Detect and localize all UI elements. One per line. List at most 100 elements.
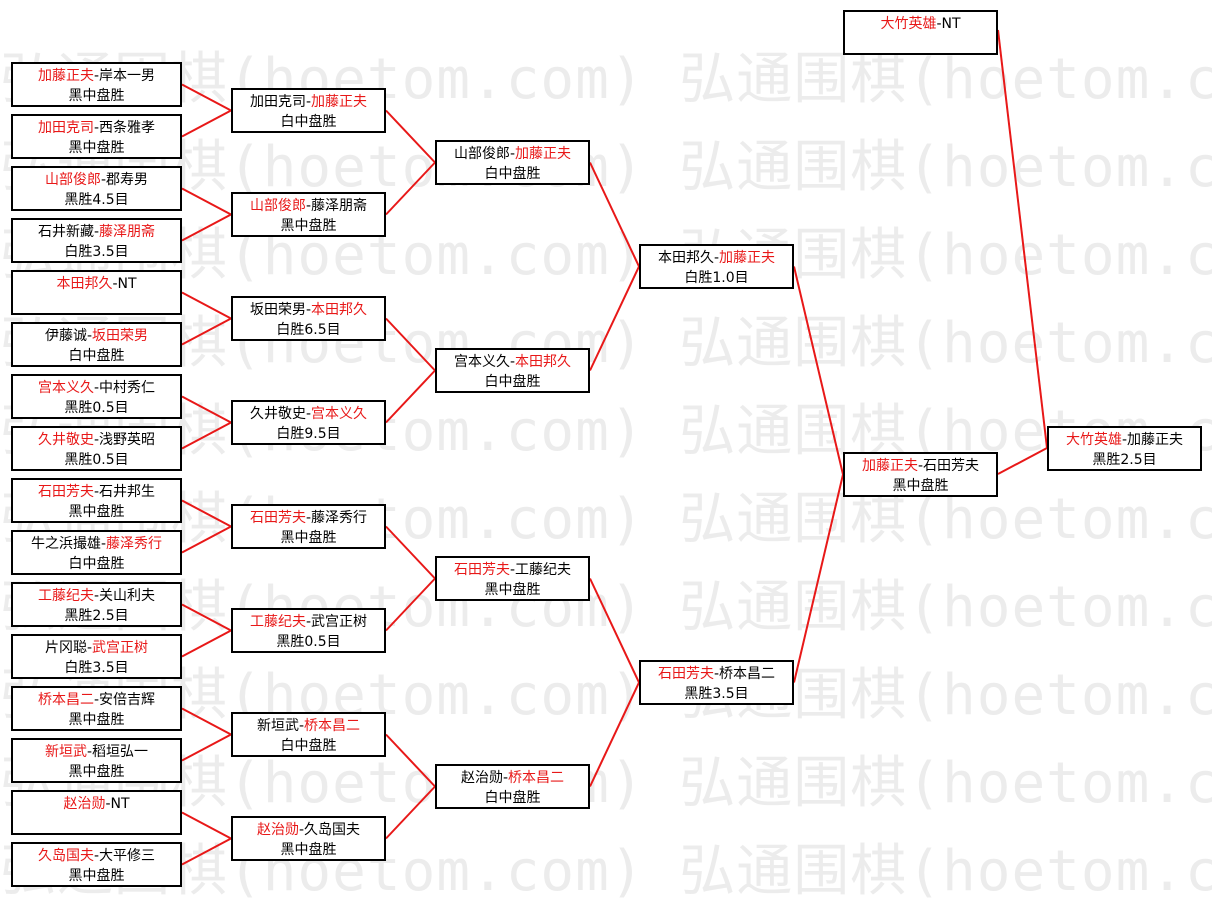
player-a: 久岛国夫	[37, 848, 94, 864]
separator: -	[298, 822, 305, 838]
match-result: 黑胜0.5目	[276, 634, 341, 650]
match-result: 黑中盘胜	[280, 530, 337, 546]
player-b: 石田芳夫	[923, 458, 980, 474]
player-a: 新垣武	[256, 718, 299, 734]
separator: -	[100, 172, 107, 188]
watermark-row: 弘通围棋(hoetom.com) 弘通围棋(hoetom.com)	[0, 575, 1212, 640]
bracket-line	[385, 577, 436, 632]
match-box: 赵治勋-久岛国夫 黑中盘胜	[231, 816, 386, 861]
player-b: 加藤正夫	[311, 94, 368, 110]
separator: -	[305, 406, 312, 422]
bracket-line	[385, 109, 436, 164]
match-result: 白胜3.5目	[64, 660, 129, 676]
watermark-row: 弘通围棋(hoetom.com) 弘通围棋(hoetom.com)	[0, 135, 1212, 200]
bracket-line	[385, 525, 436, 580]
match-box: 本田邦久-加藤正夫 白胜1.0目	[639, 244, 794, 289]
separator: -	[105, 796, 111, 812]
match-players: 本田邦久-NT	[13, 274, 180, 294]
match-players: 加藤正夫-石田芳夫	[845, 456, 996, 476]
match-players: 赵治勋-NT	[13, 794, 180, 814]
match-players: 石田芳夫-藤泽秀行	[233, 508, 384, 528]
watermark-row: 弘通围棋(hoetom.com) 弘通围棋(hoetom.com)	[0, 47, 1212, 112]
player-b: 藤泽朋斋	[311, 198, 368, 214]
bracket-line	[181, 291, 232, 320]
match-players: 新垣武-桥本昌二	[233, 716, 384, 736]
match-box: 久井敬史-宫本义久 白胜9.5目	[231, 400, 386, 445]
player-b: 石井邦生	[99, 484, 156, 500]
bracket-line	[181, 421, 232, 450]
match-players: 石田芳夫-工藤纪夫	[437, 560, 588, 580]
separator: -	[93, 484, 100, 500]
player-a: 加田克司	[249, 94, 306, 110]
separator: -	[93, 224, 100, 240]
player-b: 桥本昌二	[304, 718, 361, 734]
bracket-line	[997, 447, 1048, 475]
player-a: 新垣武	[44, 744, 87, 760]
player-a: 山部俊郎	[44, 172, 101, 188]
player-a: 石田芳夫	[37, 484, 94, 500]
separator: -	[713, 250, 720, 266]
bracket-line	[181, 525, 232, 554]
match-box: 伊藤诚-坂田荣男 白中盘胜	[11, 322, 182, 367]
match-players: 加田克司-西条雅孝	[13, 118, 180, 138]
bracket-line	[589, 682, 640, 787]
player-b: 久岛国夫	[304, 822, 361, 838]
separator: -	[305, 510, 312, 526]
separator: -	[305, 198, 312, 214]
player-a: 山部俊郎	[249, 198, 306, 214]
player-b: 本田邦久	[515, 354, 572, 370]
match-players: 工藤纪夫-武宫正树	[233, 612, 384, 632]
match-box: 本田邦久-NT	[11, 270, 182, 315]
player-b: 坂田荣男	[92, 328, 149, 344]
player-b: 稻垣弘一	[92, 744, 149, 760]
match-box: 新垣武-桥本昌二白中盘胜	[231, 712, 386, 757]
player-b: 藤泽朋斋	[99, 224, 156, 240]
player-b: 桥本昌二	[719, 666, 776, 682]
match-box: 坂田荣男-本田邦久 白胜6.5目	[231, 296, 386, 341]
bracket-line	[589, 162, 640, 267]
separator: -	[93, 692, 100, 708]
match-result: 黑中盘胜	[484, 582, 541, 598]
player-a: 山部俊郎	[453, 146, 510, 162]
match-players: 山部俊郎-藤泽朋斋	[233, 196, 384, 216]
player-a: 赵治勋	[460, 770, 503, 786]
match-box: 山部俊郎-加藤正夫 白中盘胜	[435, 140, 590, 185]
player-b: 武宫正树	[92, 640, 149, 656]
match-players: 坂田荣男-本田邦久	[233, 300, 384, 320]
bracket-line	[589, 578, 640, 683]
separator: -	[93, 588, 100, 604]
player-a: 赵治勋	[63, 796, 106, 812]
player-a: 宫本义久	[37, 380, 94, 396]
player-a: 石田芳夫	[453, 562, 510, 578]
match-result: 黑中盘胜	[68, 140, 125, 156]
match-players: 石田芳夫-桥本昌二	[641, 664, 792, 684]
match-box: 加藤正夫-岸本一男 黑中盘胜	[11, 62, 182, 107]
separator: -	[305, 94, 312, 110]
separator: -	[502, 770, 509, 786]
player-a: 坂田荣男	[249, 302, 306, 318]
match-result: 黑中盘胜	[68, 712, 125, 728]
match-players: 赵治勋-久岛国夫	[233, 820, 384, 840]
match-box: 宫本义久-中村秀仁 黑胜0.5目	[11, 374, 182, 419]
player-b: 加藤正夫	[515, 146, 572, 162]
bracket-line	[385, 733, 436, 788]
bracket-line	[181, 499, 232, 528]
watermark-row: 弘通围棋(hoetom.com) 弘通围棋(hoetom.com)	[0, 839, 1212, 904]
match-result: 白中盘胜	[280, 738, 337, 754]
match-box: 加田克司-加藤正夫 白中盘胜	[231, 88, 386, 133]
bracket-line	[181, 187, 232, 216]
separator: -	[305, 302, 312, 318]
separator: -	[936, 16, 942, 32]
separator: -	[298, 718, 305, 734]
separator: -	[93, 380, 100, 396]
separator: -	[917, 458, 924, 474]
match-box: 石田芳夫-石井邦生 黑中盘胜	[11, 478, 182, 523]
separator: -	[305, 614, 312, 630]
separator: -	[713, 666, 720, 682]
player-a: 工藤纪夫	[37, 588, 94, 604]
match-players: 久井敬史-浅野英昭	[13, 430, 180, 450]
bracket-line	[181, 213, 232, 242]
match-result: 白中盘胜	[68, 556, 125, 572]
match-box: 石井新藏-藤泽朋斋 白胜3.5目	[11, 218, 182, 263]
player-b: 大平修三	[99, 848, 156, 864]
